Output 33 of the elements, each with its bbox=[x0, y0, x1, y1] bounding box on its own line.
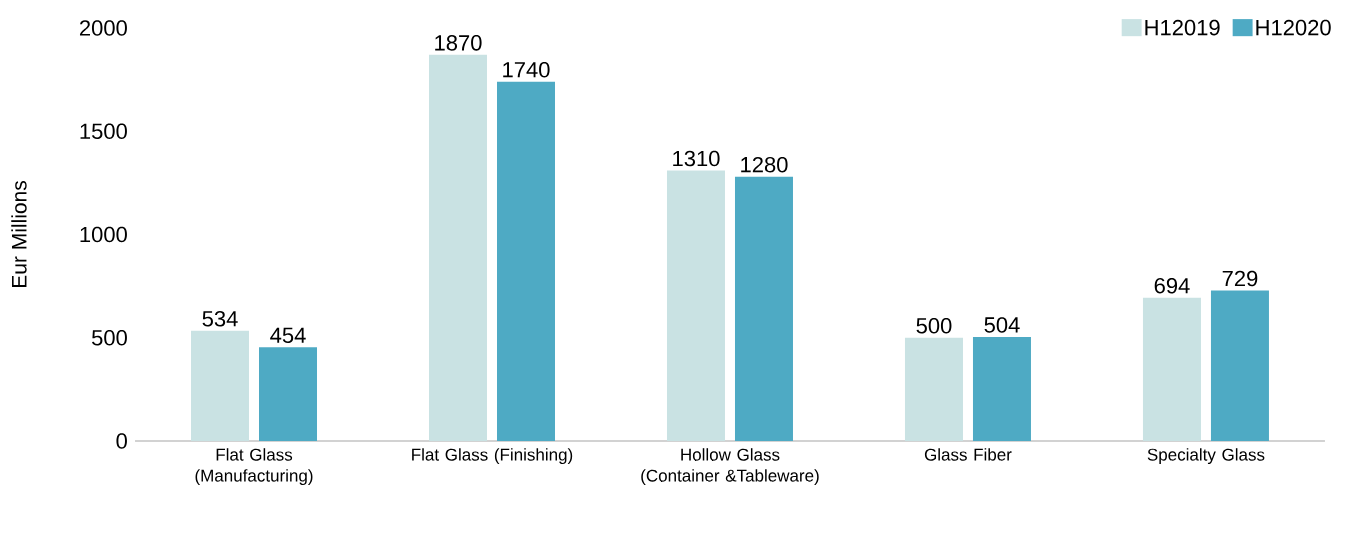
bar bbox=[259, 347, 318, 441]
x-tick-label: Glass Fiber bbox=[924, 448, 1012, 461]
data-label: 1280 bbox=[741, 156, 788, 173]
data-label: 729 bbox=[1222, 270, 1258, 287]
x-tick-label: Flat Glass (Manufacturing) bbox=[195, 448, 313, 486]
y-tick-label: 2000 bbox=[79, 20, 127, 36]
data-label: 500 bbox=[916, 317, 952, 334]
x-tick-label: Flat Glass (Finishing) bbox=[412, 448, 573, 465]
y-tick-label: 0 bbox=[116, 433, 127, 449]
legend-label: H12019 bbox=[1145, 19, 1220, 36]
x-tick-label: Hollow Glass (Container &Tableware) bbox=[641, 448, 819, 486]
bar bbox=[734, 176, 793, 441]
bar bbox=[904, 337, 963, 441]
bar bbox=[191, 330, 250, 441]
bar bbox=[1142, 297, 1201, 441]
data-label: 1740 bbox=[503, 61, 550, 78]
data-label: 454 bbox=[270, 327, 306, 344]
data-label: 694 bbox=[1154, 277, 1190, 294]
data-label: 1310 bbox=[673, 150, 720, 167]
bar bbox=[666, 170, 725, 441]
data-label: 534 bbox=[202, 310, 238, 327]
y-axis-title: Eur Millions bbox=[11, 181, 27, 288]
data-label: 1870 bbox=[435, 35, 482, 51]
legend-label: H12020 bbox=[1256, 19, 1331, 36]
bar bbox=[497, 81, 555, 441]
bar bbox=[1210, 290, 1269, 441]
x-tick-label: Specialty Glass bbox=[1147, 448, 1265, 465]
bar bbox=[972, 336, 1031, 441]
bar bbox=[429, 54, 487, 441]
y-tick-label: 500 bbox=[91, 329, 127, 346]
y-tick-label: 1500 bbox=[80, 123, 127, 140]
y-tick-label: 1000 bbox=[80, 226, 127, 243]
data-label: 504 bbox=[984, 317, 1020, 333]
